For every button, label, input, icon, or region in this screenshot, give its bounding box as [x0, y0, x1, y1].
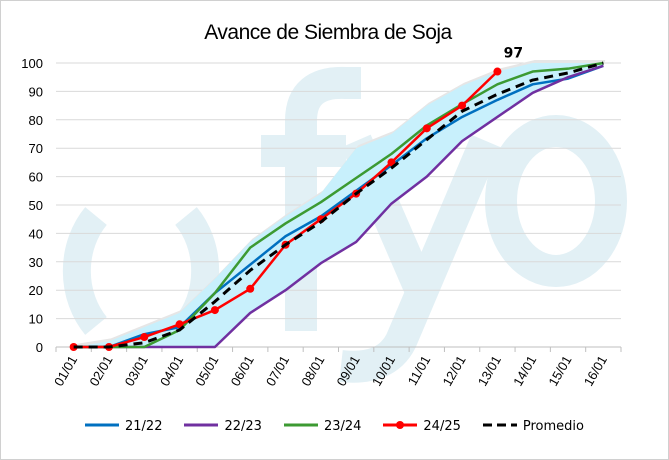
chart-title: Avance de Siembra de Soja — [204, 21, 452, 44]
y-tick-label: 70 — [29, 141, 43, 156]
y-tick-label: 90 — [29, 84, 43, 99]
legend-swatch — [383, 419, 418, 434]
x-tick-label: 08/01 — [298, 353, 327, 389]
legend: 21/22 22/23 23/24 24/25 Promedio — [1, 419, 668, 434]
legend-item: 23/24 — [283, 419, 362, 434]
data-point — [422, 124, 431, 133]
x-tick-label: 16/01 — [581, 353, 610, 389]
x-tick-label: 03/01 — [122, 353, 151, 389]
watermark-logo — [62, 207, 108, 335]
y-tick-label: 0 — [36, 340, 43, 355]
data-point — [140, 333, 149, 342]
series-line-2223 — [73, 64, 604, 349]
data-point — [387, 158, 396, 167]
legend-item: 22/23 — [184, 419, 262, 434]
legend-swatch — [283, 419, 318, 434]
y-tick-label: 50 — [29, 198, 43, 213]
watermark-logo — [485, 115, 627, 287]
x-tick-label: 04/01 — [157, 353, 186, 389]
y-tick-label: 80 — [29, 113, 43, 128]
data-point — [175, 320, 184, 329]
legend-item: Promedio — [482, 419, 584, 434]
x-tick-label: 01/01 — [51, 353, 80, 389]
legend-swatch — [85, 419, 119, 434]
series-line-2324 — [73, 61, 604, 349]
y-tick-label: 30 — [29, 255, 43, 270]
data-point — [210, 306, 219, 315]
y-tick-label: 100 — [21, 56, 43, 71]
data-point — [493, 67, 502, 76]
data-label: 97 — [504, 46, 523, 62]
y-tick-label: 20 — [29, 283, 43, 298]
x-tick-label: 13/01 — [475, 353, 504, 389]
legend-label: 21/22 — [125, 419, 163, 434]
x-tick-label: 12/01 — [439, 353, 468, 389]
legend-label: 22/23 — [224, 419, 262, 434]
x-tick-label: 15/01 — [545, 353, 574, 389]
data-point — [458, 101, 467, 110]
legend-label: 23/24 — [323, 419, 362, 434]
y-tick-label: 10 — [29, 312, 43, 327]
legend-swatch — [184, 419, 219, 434]
x-tick-label: 06/01 — [228, 353, 257, 389]
x-tick-label: 14/01 — [510, 353, 539, 389]
legend-item: 21/22 — [85, 419, 162, 434]
y-tick-label: 60 — [29, 170, 43, 185]
x-tick-label: 02/01 — [86, 353, 115, 389]
legend-label: Promedio — [522, 419, 584, 434]
legend-label: 24/25 — [423, 419, 461, 434]
legend-item: 24/25 — [383, 419, 461, 434]
y-tick-label: 40 — [29, 226, 43, 241]
legend-swatch — [482, 419, 517, 434]
data-point — [246, 284, 255, 293]
x-tick-label: 07/01 — [263, 353, 292, 389]
x-tick-label: 05/01 — [192, 353, 221, 389]
